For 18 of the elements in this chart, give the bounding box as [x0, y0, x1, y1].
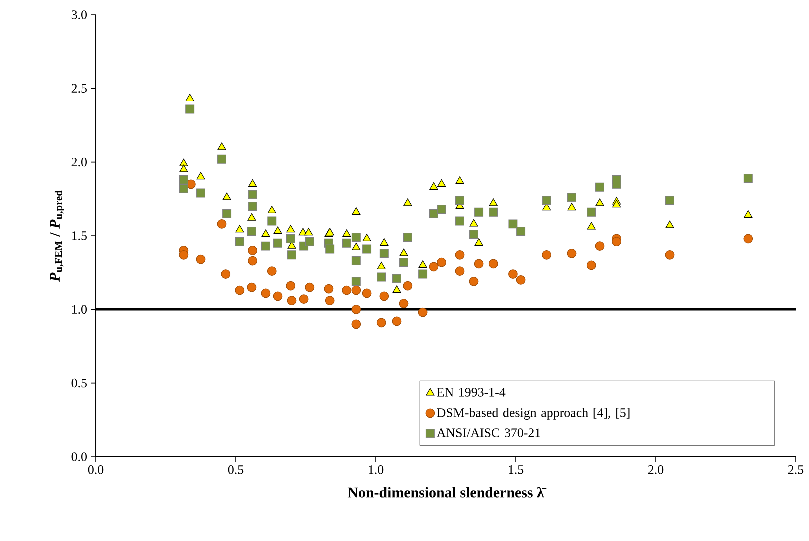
- y-tick-label: 1.5: [72, 232, 87, 240]
- x-tick-label: 2.0: [648, 466, 664, 474]
- x-tick-label: 1.0: [369, 466, 384, 474]
- y-tick-label: 0.0: [72, 452, 87, 462]
- y-tick-label: 2.5: [72, 84, 87, 94]
- y-tick-label: 0.5: [72, 378, 87, 388]
- legend-label: EN 1993-1-4: [437, 388, 506, 397]
- y-tick-label: 1.0: [72, 305, 87, 314]
- y-tick-label: 3.0: [72, 10, 87, 20]
- x-tick-label: 2.5: [788, 466, 804, 474]
- x-tick-label: 0.0: [88, 466, 104, 474]
- x-axis-title: Non-dimensional slenderness λ̄: [348, 487, 547, 498]
- x-tick-label: 0.5: [228, 466, 244, 474]
- x-tick-label: 1.5: [509, 466, 524, 474]
- y-axis-title: P$_{u,FEM}$ / P$_{u,pred}$: [50, 190, 64, 282]
- legend-label: ANSI/AISC 370-21: [436, 428, 540, 438]
- y-tick-label: 2.0: [72, 158, 87, 167]
- legend-label: DSM-based design approach [4], [5]: [437, 408, 630, 420]
